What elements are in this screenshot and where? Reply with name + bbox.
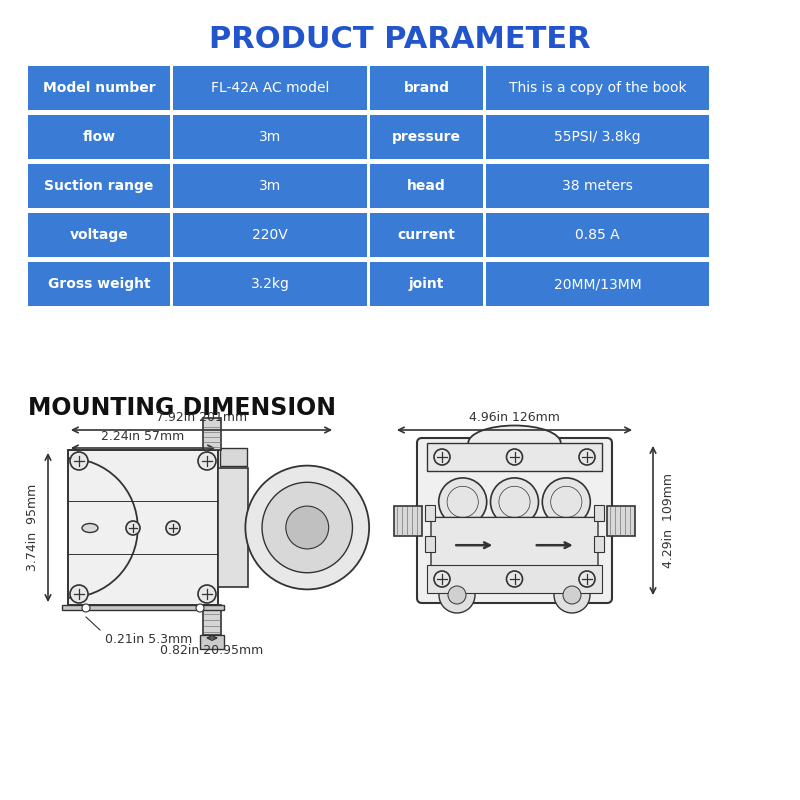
Bar bbox=[370, 262, 482, 306]
Bar bbox=[200, 635, 224, 649]
Text: head: head bbox=[407, 179, 446, 193]
Circle shape bbox=[246, 466, 369, 590]
Circle shape bbox=[70, 452, 88, 470]
Text: 3.2kg: 3.2kg bbox=[250, 277, 290, 291]
Text: 2.24in 57mm: 2.24in 57mm bbox=[102, 430, 185, 443]
Bar bbox=[370, 164, 482, 208]
Circle shape bbox=[439, 577, 475, 613]
Bar bbox=[425, 536, 435, 552]
Circle shape bbox=[579, 449, 595, 465]
Text: Model number: Model number bbox=[42, 81, 155, 95]
Circle shape bbox=[70, 585, 88, 603]
Text: 220V: 220V bbox=[252, 228, 288, 242]
Circle shape bbox=[542, 478, 590, 526]
Circle shape bbox=[506, 449, 522, 465]
Circle shape bbox=[196, 604, 204, 612]
Text: voltage: voltage bbox=[70, 228, 129, 242]
Text: 55PSI/ 3.8kg: 55PSI/ 3.8kg bbox=[554, 130, 641, 144]
Circle shape bbox=[286, 506, 329, 549]
Text: FL-42A AC model: FL-42A AC model bbox=[211, 81, 330, 95]
Text: Suction range: Suction range bbox=[44, 179, 154, 193]
Circle shape bbox=[506, 571, 522, 587]
Text: joint: joint bbox=[409, 277, 444, 291]
Bar bbox=[68, 450, 218, 605]
Bar bbox=[607, 506, 635, 535]
Bar bbox=[427, 443, 602, 471]
Text: MOUNTING DIMENSION: MOUNTING DIMENSION bbox=[28, 396, 336, 420]
Circle shape bbox=[198, 585, 216, 603]
Circle shape bbox=[438, 478, 486, 526]
Bar bbox=[62, 605, 224, 610]
Ellipse shape bbox=[82, 523, 98, 533]
Bar bbox=[28, 213, 170, 257]
Circle shape bbox=[434, 571, 450, 587]
Bar bbox=[28, 262, 170, 306]
Text: current: current bbox=[398, 228, 455, 242]
Text: 3.74in  95mm: 3.74in 95mm bbox=[26, 484, 38, 571]
Bar bbox=[370, 213, 482, 257]
Bar bbox=[486, 262, 710, 306]
Bar bbox=[486, 213, 710, 257]
FancyBboxPatch shape bbox=[417, 438, 612, 603]
Bar bbox=[486, 66, 710, 110]
Bar bbox=[486, 164, 710, 208]
Bar bbox=[370, 115, 482, 159]
Text: brand: brand bbox=[403, 81, 450, 95]
Circle shape bbox=[434, 449, 450, 465]
Ellipse shape bbox=[468, 426, 561, 461]
Text: 38 meters: 38 meters bbox=[562, 179, 633, 193]
Circle shape bbox=[448, 586, 466, 604]
Bar bbox=[28, 164, 170, 208]
Bar bbox=[394, 506, 422, 535]
Bar bbox=[370, 66, 482, 110]
Text: 0.85 A: 0.85 A bbox=[575, 228, 620, 242]
Text: 4.29in  109mm: 4.29in 109mm bbox=[662, 473, 675, 568]
FancyBboxPatch shape bbox=[431, 518, 598, 573]
Circle shape bbox=[166, 521, 180, 535]
Bar bbox=[173, 262, 367, 306]
Text: flow: flow bbox=[82, 130, 116, 144]
Bar bbox=[218, 468, 248, 587]
Bar bbox=[594, 536, 604, 552]
Bar bbox=[203, 605, 221, 635]
Circle shape bbox=[198, 452, 216, 470]
Text: 7.92in 201mm: 7.92in 201mm bbox=[156, 411, 247, 424]
Text: pressure: pressure bbox=[392, 130, 461, 144]
Bar bbox=[220, 448, 247, 466]
Text: Gross weight: Gross weight bbox=[48, 277, 150, 291]
Text: PRODUCT PARAMETER: PRODUCT PARAMETER bbox=[209, 26, 591, 54]
Bar bbox=[425, 505, 435, 521]
Circle shape bbox=[126, 521, 140, 535]
Text: 3m: 3m bbox=[259, 179, 282, 193]
Circle shape bbox=[82, 604, 90, 612]
Bar bbox=[28, 115, 170, 159]
Bar bbox=[173, 66, 367, 110]
Circle shape bbox=[563, 586, 581, 604]
Bar bbox=[594, 505, 604, 521]
Text: 20MM/13MM: 20MM/13MM bbox=[554, 277, 642, 291]
Bar bbox=[486, 115, 710, 159]
Bar bbox=[427, 565, 602, 593]
Circle shape bbox=[579, 571, 595, 587]
Circle shape bbox=[262, 482, 353, 573]
Text: 3m: 3m bbox=[259, 130, 282, 144]
Text: 0.82in 20.95mm: 0.82in 20.95mm bbox=[160, 644, 264, 657]
Bar bbox=[203, 418, 221, 450]
Circle shape bbox=[490, 478, 538, 526]
Text: 4.96in 126mm: 4.96in 126mm bbox=[469, 411, 560, 424]
Bar bbox=[173, 164, 367, 208]
Text: This is a copy of the book: This is a copy of the book bbox=[509, 81, 686, 95]
Circle shape bbox=[554, 577, 590, 613]
Text: 0.21in 5.3mm: 0.21in 5.3mm bbox=[105, 633, 192, 646]
Bar bbox=[173, 115, 367, 159]
Bar bbox=[28, 66, 170, 110]
Bar bbox=[173, 213, 367, 257]
